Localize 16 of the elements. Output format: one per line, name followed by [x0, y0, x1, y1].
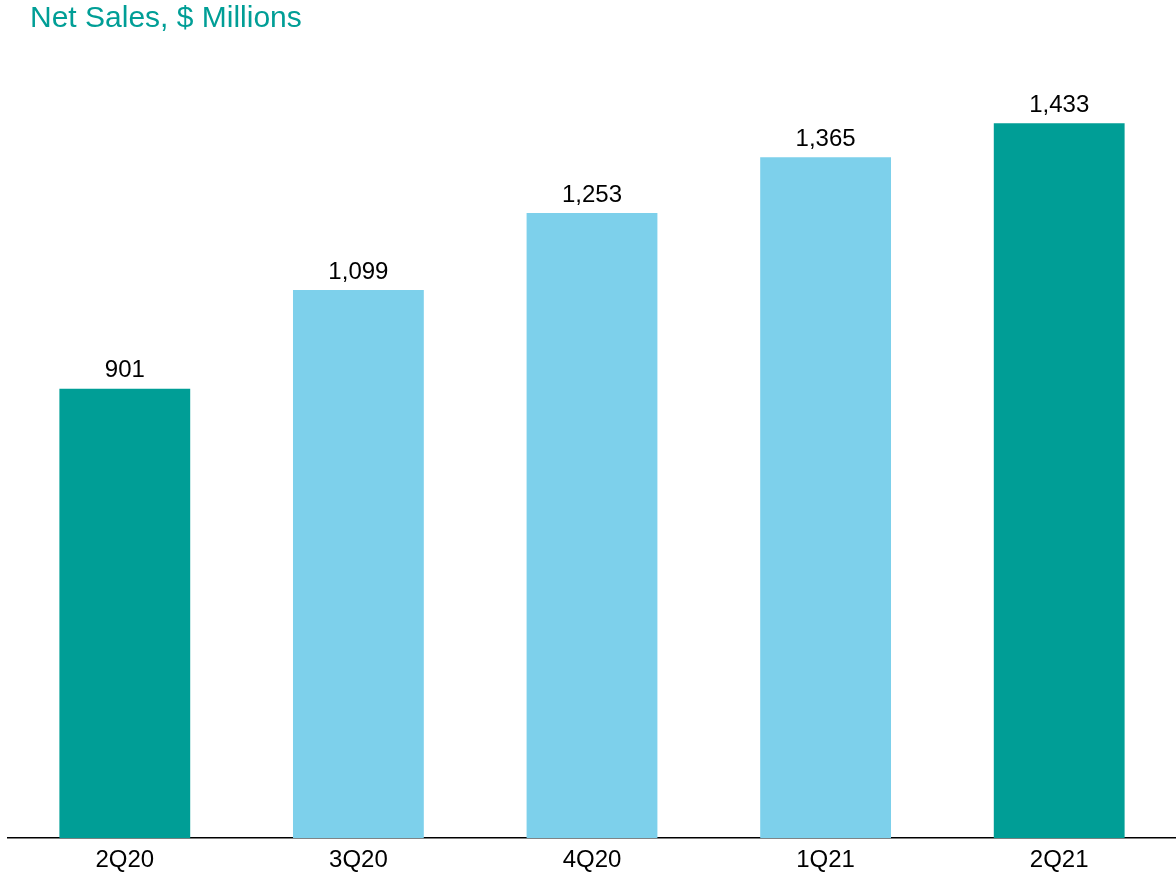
- x-tick-label: 3Q20: [329, 845, 388, 873]
- data-label: 901: [104, 355, 145, 383]
- x-tick-label: 4Q20: [562, 845, 622, 873]
- chart-title: Net Sales, $ Millions: [30, 0, 302, 34]
- x-tick-label: 2Q20: [95, 845, 155, 873]
- bar: [993, 123, 1125, 839]
- data-label: 1,099: [328, 256, 389, 284]
- data-label: 1,365: [795, 123, 856, 151]
- x-tick-label: 2Q21: [1029, 845, 1089, 873]
- bar: [59, 388, 191, 839]
- data-label: 1,433: [1029, 89, 1090, 117]
- x-tick-label: 1Q21: [796, 845, 855, 873]
- bar: [292, 289, 424, 839]
- data-label: 1,253: [561, 179, 623, 207]
- bar: [526, 213, 658, 839]
- bar: [760, 157, 892, 839]
